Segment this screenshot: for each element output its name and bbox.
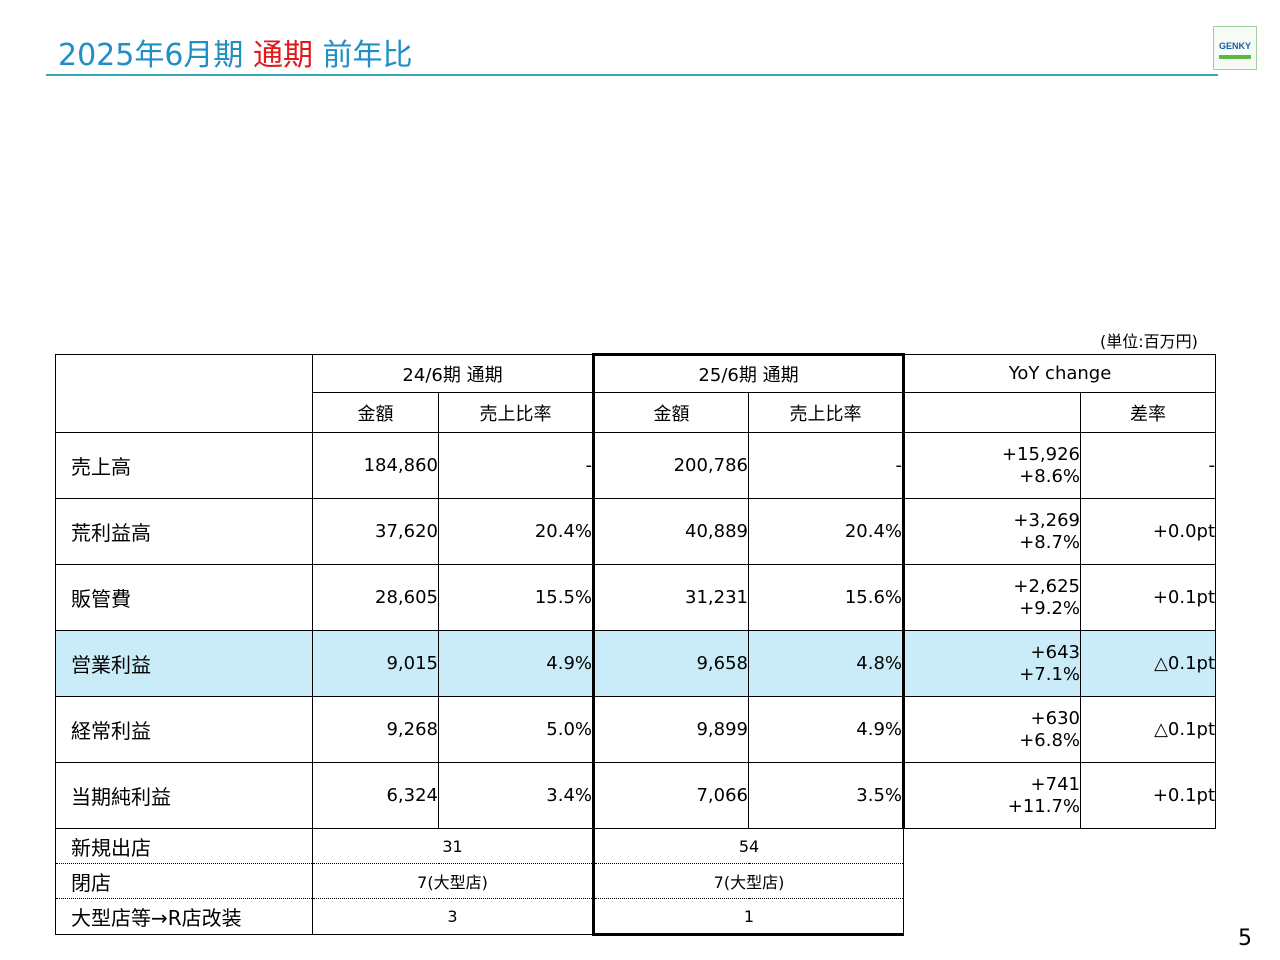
store-value-24: 7(大型店)	[312, 863, 594, 899]
amount-24: 37,620	[312, 498, 439, 565]
yoy-percent: +6.8%	[1019, 729, 1080, 751]
diff-ratio: +0.1pt	[1079, 762, 1217, 829]
financial-table: 24/6期 通期 25/6期 通期 YoY change 金額 売上比率 金額 …	[55, 353, 1217, 936]
table-row: 売上高 184,860 - 200,786 - +15,926 +8.6% -	[55, 432, 1217, 499]
ratio-25: 4.8%	[748, 630, 904, 697]
amount-25: 40,889	[592, 498, 749, 565]
ratio-24: -	[438, 432, 594, 499]
store-row-blank	[904, 899, 1216, 935]
store-value-25: 7(大型店)	[592, 863, 904, 899]
table-row: 販管費 28,605 15.5% 31,231 15.6% +2,625 +9.2…	[55, 564, 1217, 631]
amount-25: 7,066	[592, 762, 749, 829]
yoy-change: +3,269 +8.7%	[902, 498, 1081, 565]
row-label: 販管費	[55, 564, 313, 631]
ratio-25: 20.4%	[748, 498, 904, 565]
table-row: 経常利益 9,268 5.0% 9,899 4.9% +630 +6.8% △0.…	[55, 696, 1217, 763]
amount-25: 31,231	[592, 564, 749, 631]
diff-ratio: -	[1079, 432, 1217, 499]
store-row: 新規出店 31 54	[55, 828, 1216, 864]
page-number: 5	[1238, 926, 1252, 951]
yoy-percent: +8.7%	[1019, 531, 1080, 553]
yoy-change: +15,926 +8.6%	[902, 432, 1081, 499]
amount-24: 28,605	[312, 564, 439, 631]
header-period-24: 24/6期 通期	[312, 354, 594, 393]
yoy-change: +643 +7.1%	[902, 630, 1081, 697]
header-ratio-24: 売上比率	[438, 392, 594, 433]
store-value-25: 54	[592, 828, 904, 864]
amount-24: 6,324	[312, 762, 439, 829]
table-row-highlighted: 営業利益 9,015 4.9% 9,658 4.8% +643 +7.1% △0.…	[55, 630, 1217, 697]
store-row-label: 閉店	[55, 863, 313, 899]
page-title: 2025年6月期 通期 前年比	[58, 30, 413, 74]
row-label: 経常利益	[55, 696, 313, 763]
header-ratio-25: 売上比率	[748, 392, 904, 433]
yoy-amount: +2,625	[1013, 575, 1080, 597]
amount-25: 200,786	[592, 432, 749, 499]
yoy-change: +2,625 +9.2%	[902, 564, 1081, 631]
logo-bar	[1219, 55, 1251, 59]
diff-ratio: △0.1pt	[1079, 696, 1217, 763]
row-label: 営業利益	[55, 630, 313, 697]
ratio-25: 4.9%	[748, 696, 904, 763]
title-highlight: 通期	[252, 38, 313, 73]
ratio-25: 3.5%	[748, 762, 904, 829]
amount-24: 9,268	[312, 696, 439, 763]
row-label: 売上高	[55, 432, 313, 499]
store-value-25: 1	[592, 898, 904, 936]
store-value-24: 3	[312, 898, 594, 935]
diff-ratio: +0.0pt	[1079, 498, 1217, 565]
yoy-amount: +630	[1030, 707, 1080, 729]
row-label: 当期純利益	[55, 762, 313, 829]
amount-25: 9,899	[592, 696, 749, 763]
ratio-24: 20.4%	[438, 498, 594, 565]
amount-24: 184,860	[312, 432, 439, 499]
store-value-24: 31	[312, 828, 594, 864]
unit-note: (単位:百万円)	[1100, 332, 1198, 351]
header-amount-24: 金額	[312, 392, 439, 433]
header-amount-25: 金額	[592, 392, 749, 433]
logo-text: GENKY	[1218, 41, 1251, 51]
store-row: 大型店等→R店改装 3 1	[55, 898, 1216, 936]
header-yoy: YoY change	[901, 354, 1217, 393]
header-diff-ratio: 差率	[1079, 392, 1217, 433]
amount-24: 9,015	[312, 630, 439, 697]
yoy-change: +630 +6.8%	[902, 696, 1081, 763]
yoy-percent: +11.7%	[1007, 795, 1080, 817]
ratio-24: 15.5%	[438, 564, 594, 631]
store-row-label: 新規出店	[55, 828, 313, 864]
yoy-change: +741 +11.7%	[902, 762, 1081, 829]
company-logo: GENKY	[1213, 26, 1257, 70]
table-row: 荒利益高 37,620 20.4% 40,889 20.4% +3,269 +8.…	[55, 498, 1217, 565]
title-suffix: 前年比	[312, 38, 413, 73]
header-empty-cell	[55, 354, 313, 433]
yoy-amount: +3,269	[1013, 509, 1080, 531]
ratio-24: 5.0%	[438, 696, 594, 763]
yoy-percent: +7.1%	[1019, 663, 1080, 685]
ratio-25: 15.6%	[748, 564, 904, 631]
store-row-label: 大型店等→R店改装	[55, 898, 313, 935]
header-yoy-empty	[902, 392, 1081, 433]
title-rule	[46, 74, 1218, 76]
yoy-amount: +15,926	[1001, 443, 1080, 465]
diff-ratio: +0.1pt	[1079, 564, 1217, 631]
ratio-25: -	[748, 432, 904, 499]
yoy-percent: +9.2%	[1019, 597, 1080, 619]
yoy-amount: +643	[1030, 641, 1080, 663]
store-row-blank	[904, 864, 1216, 899]
yoy-amount: +741	[1030, 773, 1080, 795]
header-period-25: 25/6期 通期	[592, 353, 904, 393]
diff-ratio: △0.1pt	[1079, 630, 1217, 697]
yoy-percent: +8.6%	[1019, 465, 1080, 487]
amount-25: 9,658	[592, 630, 749, 697]
title-prefix: 2025年6月期	[58, 38, 253, 73]
store-row-blank	[903, 828, 1216, 864]
ratio-24: 4.9%	[438, 630, 594, 697]
table-row: 当期純利益 6,324 3.4% 7,066 3.5% +741 +11.7% +…	[55, 762, 1217, 829]
store-row: 閉店 7(大型店) 7(大型店)	[55, 863, 1216, 899]
ratio-24: 3.4%	[438, 762, 594, 829]
row-label: 荒利益高	[55, 498, 313, 565]
